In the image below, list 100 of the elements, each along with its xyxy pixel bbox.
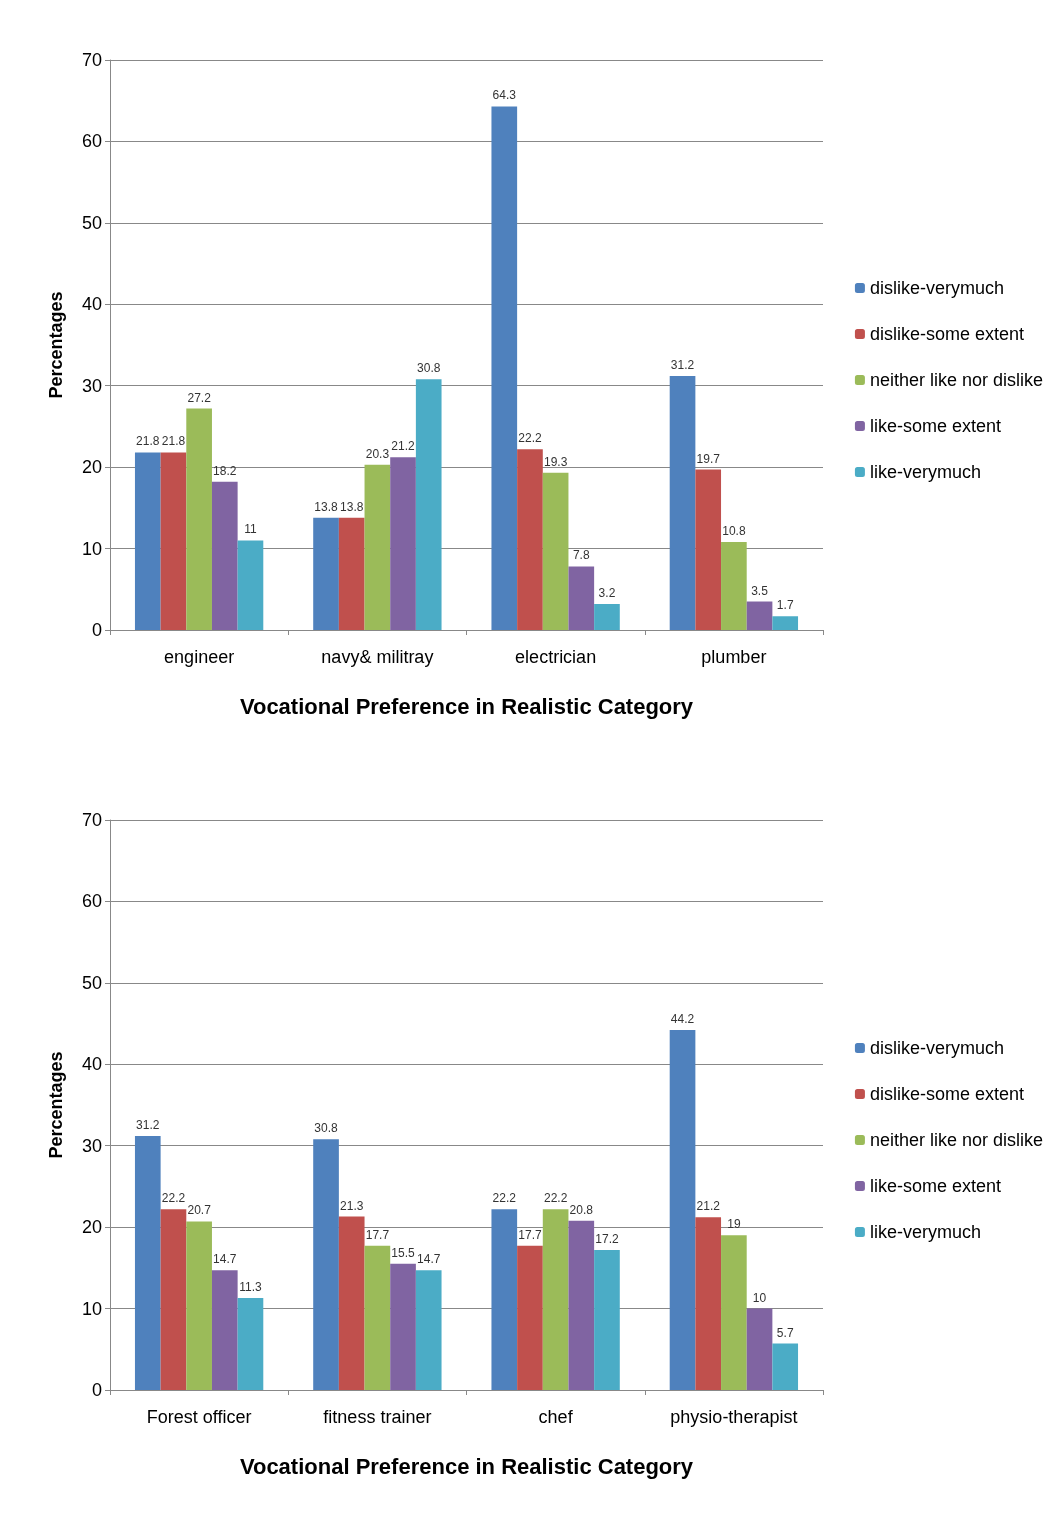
- x-tick-label: navy& militray: [321, 647, 434, 667]
- x-tick-label: fitness trainer: [323, 1407, 432, 1427]
- data-label: 13.8: [340, 499, 364, 514]
- legend-label: like-verymuch: [869, 1222, 981, 1242]
- bar: [134, 1135, 161, 1390]
- data-label: 17.7: [365, 1227, 390, 1242]
- bar: [134, 452, 161, 630]
- bar: [415, 1270, 442, 1390]
- data-label: 19.3: [543, 454, 568, 469]
- legend-label: neither like nor dislike: [869, 370, 1044, 390]
- bar: [594, 1249, 620, 1390]
- data-label: 14.7: [213, 1252, 237, 1267]
- bar: [390, 457, 416, 630]
- legend-label: dislike-verymuch: [869, 278, 1004, 298]
- y-axis-title: Percentages: [46, 291, 66, 399]
- y-tick-label: 0: [91, 620, 102, 640]
- bar: [313, 517, 339, 630]
- x-tick-label: plumber: [701, 647, 767, 667]
- bar: [211, 481, 238, 630]
- data-label: 10.8: [722, 524, 746, 539]
- data-label: 11.3: [239, 1279, 263, 1294]
- data-label: 14.7: [417, 1252, 441, 1267]
- bar: [160, 452, 187, 630]
- data-label: 21.3: [340, 1198, 364, 1213]
- data-label: 64.3: [492, 88, 517, 103]
- data-label: 22.2: [161, 1191, 186, 1206]
- data-label: 18.2: [213, 463, 237, 478]
- data-label: 20.3: [365, 446, 390, 461]
- x-tick-label: engineer: [164, 647, 235, 667]
- y-tick-label: 60: [81, 891, 102, 912]
- data-label: 1.7: [776, 598, 794, 613]
- data-label: 21.2: [696, 1199, 721, 1214]
- data-label: 17.7: [518, 1227, 542, 1242]
- y-tick-label: 30: [81, 375, 102, 396]
- y-tick-label: 30: [81, 1135, 102, 1156]
- y-tick-label: 50: [81, 972, 102, 993]
- bar: [237, 1297, 264, 1390]
- bar: [364, 464, 391, 630]
- bar: [364, 1245, 391, 1390]
- bar: [669, 375, 696, 630]
- legend-label: like-verymuch: [869, 462, 981, 482]
- data-label: 30.8: [314, 1121, 339, 1136]
- bar: [338, 1216, 365, 1390]
- y-tick-label: 0: [91, 1380, 102, 1400]
- x-tick-label: physio-therapist: [670, 1407, 798, 1427]
- data-label: 31.2: [136, 1117, 160, 1132]
- x-axis-title: Vocational Preference in Realistic Category: [239, 1453, 694, 1479]
- bar: [313, 1139, 339, 1390]
- bar: [542, 472, 569, 630]
- bar: [186, 408, 212, 630]
- y-tick-label: 60: [81, 131, 102, 152]
- data-label: 19.7: [696, 451, 721, 466]
- bar: [542, 1209, 569, 1390]
- data-label: 20.7: [187, 1203, 212, 1218]
- data-label: 15.5: [391, 1245, 416, 1260]
- legend-label: dislike-some extent: [869, 324, 1024, 344]
- bar: [746, 1308, 773, 1390]
- y-tick-label: 40: [81, 1054, 102, 1075]
- bar: [491, 106, 518, 630]
- x-tick-label: Forest officer: [146, 1407, 252, 1427]
- bar: [568, 566, 595, 630]
- data-label: 11: [244, 522, 258, 537]
- data-label: 3.2: [598, 585, 616, 600]
- bar: [338, 517, 365, 630]
- bar: [721, 542, 747, 630]
- data-label: 30.8: [417, 361, 441, 376]
- bar: [186, 1221, 212, 1390]
- y-tick-label: 70: [81, 50, 102, 70]
- data-label: 27.2: [187, 390, 212, 405]
- bar: [517, 1245, 543, 1390]
- bar: [695, 469, 722, 630]
- bar: [721, 1235, 747, 1390]
- bar: [772, 616, 799, 630]
- data-label: 5.7: [776, 1325, 794, 1340]
- bar: [211, 1270, 238, 1390]
- data-label: 20.8: [569, 1202, 594, 1217]
- data-label: 31.2: [670, 357, 695, 372]
- bar: [568, 1220, 595, 1390]
- legend-label: like-some extent: [869, 416, 1001, 436]
- bar: [695, 1217, 722, 1390]
- bar: [772, 1343, 799, 1390]
- bar: [390, 1263, 416, 1390]
- bar: [517, 449, 543, 630]
- bar: [415, 379, 442, 630]
- data-label: 22.2: [492, 1191, 517, 1206]
- data-label: 21.8: [161, 434, 186, 449]
- bar: [160, 1209, 187, 1390]
- y-tick-label: 50: [81, 212, 102, 233]
- legend-label: neither like nor dislike: [869, 1130, 1044, 1150]
- data-label: 3.5: [751, 583, 769, 598]
- x-axis-title: Vocational Preference in Realistic Category: [239, 693, 694, 719]
- y-tick-label: 20: [81, 457, 102, 478]
- data-label: 17.2: [595, 1231, 619, 1246]
- bar: [491, 1209, 518, 1390]
- bar: [237, 540, 264, 630]
- legend-label: dislike-some extent: [869, 1084, 1024, 1104]
- legend-label: like-some extent: [869, 1176, 1001, 1196]
- y-tick-label: 10: [81, 538, 102, 559]
- y-tick-label: 40: [81, 294, 102, 315]
- y-tick-label: 20: [81, 1217, 102, 1238]
